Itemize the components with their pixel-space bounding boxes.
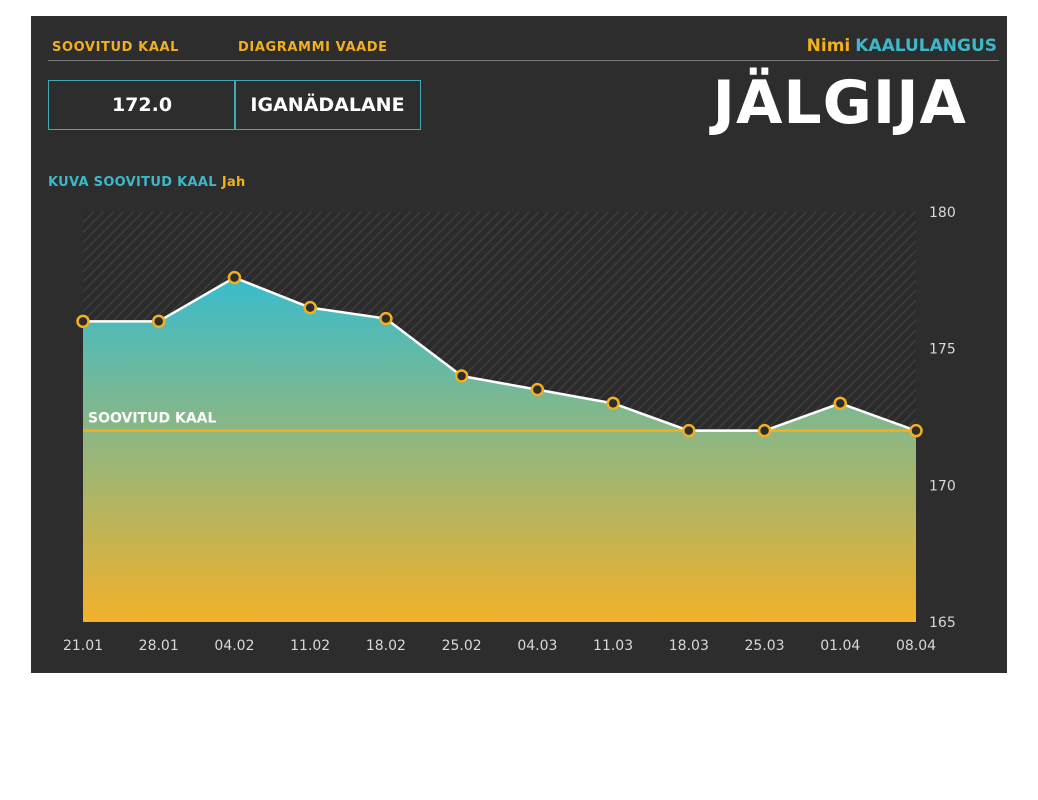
data-point[interactable] <box>909 423 923 438</box>
y-tick-label: 165 <box>929 615 956 631</box>
tracker-panel: SOOVITUD KAAL DIAGRAMMI VAADE Nimi KAALUL… <box>31 16 1007 673</box>
x-tick-label: 04.02 <box>214 638 254 654</box>
y-tick-label: 175 <box>929 342 956 358</box>
data-point[interactable] <box>379 311 393 326</box>
show-target-label: KUVA SOOVITUD KAAL <box>48 175 217 190</box>
data-point[interactable] <box>303 300 317 315</box>
name-value[interactable]: KAALULANGUS <box>855 36 997 56</box>
show-target-value[interactable]: Jah <box>221 175 246 190</box>
target-line-label: SOOVITUD KAAL <box>88 411 216 427</box>
x-tick-label: 21.01 <box>63 638 103 654</box>
data-point[interactable] <box>682 423 696 438</box>
x-tick-label: 28.01 <box>139 638 179 654</box>
data-point[interactable] <box>833 396 848 411</box>
x-tick-label: 18.02 <box>366 638 406 654</box>
data-point[interactable] <box>530 382 545 397</box>
page-title: JÄLGIJA <box>712 68 967 138</box>
weight-area <box>83 277 916 622</box>
data-point[interactable] <box>151 314 166 329</box>
target-weight-label: SOOVITUD KAAL <box>52 40 180 55</box>
data-point[interactable] <box>606 396 620 411</box>
x-tick-label: 11.03 <box>593 638 633 654</box>
header-divider <box>48 60 999 61</box>
data-point[interactable] <box>227 270 242 285</box>
x-tick-label: 01.04 <box>820 638 860 654</box>
weight-chart: SOOVITUD KAAL 21.01 28.01 04.02 11.02 18.02 2… <box>63 205 956 654</box>
y-tick-label: 170 <box>929 478 956 494</box>
show-target-toggle[interactable]: KUVA SOOVITUD KAAL Jah <box>48 175 246 190</box>
chart-view-select[interactable]: IGANÄDALANE <box>234 80 421 130</box>
weight-line <box>83 276 917 432</box>
target-weight-field[interactable]: 172.0 <box>48 80 236 130</box>
x-tick-label: 08.04 <box>896 638 936 654</box>
chart-view-label: DIAGRAMMI VAADE <box>238 40 388 55</box>
x-tick-label: 11.02 <box>290 638 330 654</box>
data-point[interactable] <box>757 423 772 438</box>
y-tick-label: 180 <box>929 205 956 221</box>
name-label: Nimi <box>806 36 851 56</box>
data-point[interactable] <box>76 314 90 329</box>
name-block: Nimi KAALULANGUS <box>807 36 997 56</box>
data-point[interactable] <box>454 369 469 383</box>
x-tick-label: 18.03 <box>669 638 709 654</box>
x-tick-label: 25.02 <box>442 638 482 654</box>
x-tick-label: 25.03 <box>744 638 784 654</box>
x-tick-label: 04.03 <box>517 638 557 654</box>
